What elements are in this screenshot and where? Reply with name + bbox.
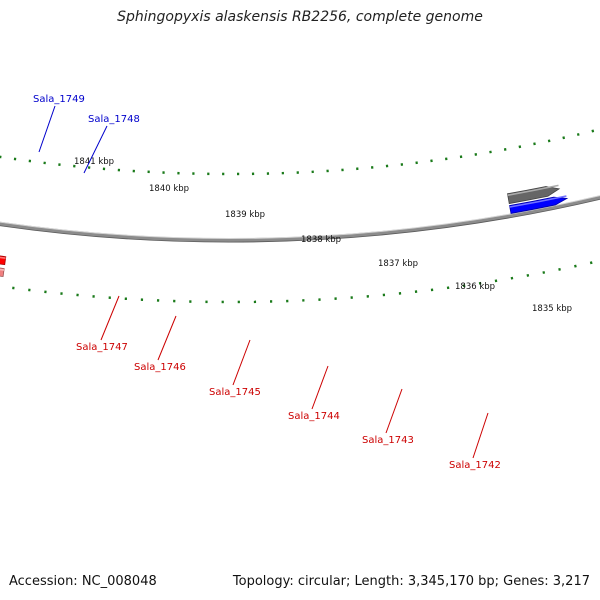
label-sala-1748[interactable]: Sala_1748 — [88, 114, 140, 125]
label-sala-1746[interactable]: Sala_1746 — [134, 362, 186, 373]
kbp-label: 1836 kbp — [455, 282, 495, 292]
outer-tick — [562, 136, 566, 140]
label-sala-1742-leader — [472, 412, 489, 459]
kbp-labels: 1841 kbp 1840 kbp 1839 kbp 1838 kbp 1837 kbp… — [74, 157, 572, 314]
backbone-line — [0, 195, 600, 242]
backbone-highlight — [0, 195, 600, 239]
label-sala-1747-leader — [100, 295, 120, 341]
gene-blue-fwd-right-body — [509, 196, 569, 214]
gene-sala-1742[interactable] — [0, 251, 5, 277]
gene-sala-1742-highlight — [0, 268, 5, 271]
label-sala-1747[interactable]: Sala_1747 — [76, 342, 128, 353]
inner-tick — [558, 267, 561, 271]
label-sala-1746-leader — [157, 315, 177, 361]
label-sala-1743-leader — [385, 388, 403, 434]
kbp-label: 1837 kbp — [378, 259, 418, 269]
outer-tick — [547, 139, 551, 143]
label-sala-1744[interactable]: Sala_1744 — [288, 411, 340, 422]
label-sala-1744-leader — [311, 365, 329, 410]
gene-gray-fwd-right[interactable] — [507, 184, 561, 205]
tick-marks — [0, 129, 595, 304]
outer-tick — [591, 129, 595, 133]
inner-tick — [574, 264, 577, 268]
gene-red-rev-5[interactable] — [0, 239, 7, 266]
genome-backbone — [0, 195, 600, 243]
kbp-label: 1840 kbp — [149, 184, 189, 194]
label-sala-1745[interactable]: Sala_1745 — [209, 387, 261, 398]
label-sala-1748-leader — [83, 125, 108, 174]
gene-gray-fwd-right-highlight — [507, 184, 559, 196]
kbp-label: 1839 kbp — [225, 210, 265, 220]
gene-red-rev-5-highlight — [0, 256, 6, 259]
gene-blue-fwd-right[interactable] — [509, 195, 569, 214]
gene-red-rev-5-body — [0, 255, 7, 266]
gene-blue-fwd-right-highlight — [509, 195, 567, 208]
label-sala-1749[interactable]: Sala_1749 — [33, 94, 85, 105]
kbp-label: 1841 kbp — [74, 157, 114, 167]
accession-text: Accession: NC_008048 — [9, 574, 157, 589]
outer-tick — [576, 133, 580, 136]
inner-tick — [510, 276, 514, 280]
label-sala-1745-leader — [232, 339, 251, 386]
outer-tick — [518, 145, 522, 149]
inner-tick — [526, 273, 530, 277]
label-sala-1749-leader — [38, 105, 56, 153]
inner-tick — [589, 261, 593, 265]
gene-gray-fwd-right-body — [507, 186, 561, 205]
kbp-label: 1835 kbp — [532, 304, 572, 314]
label-sala-1743[interactable]: Sala_1743 — [362, 435, 414, 446]
gene-features — [0, 184, 569, 277]
inner-tick — [542, 271, 546, 274]
map-title: Sphingopyxis alaskensis RB2256, complete… — [117, 9, 483, 25]
kbp-label: 1838 kbp — [301, 235, 341, 245]
topology-text: Topology: circular; Length: 3,345,170 bp… — [232, 574, 590, 589]
label-sala-1742[interactable]: Sala_1742 — [449, 460, 501, 471]
